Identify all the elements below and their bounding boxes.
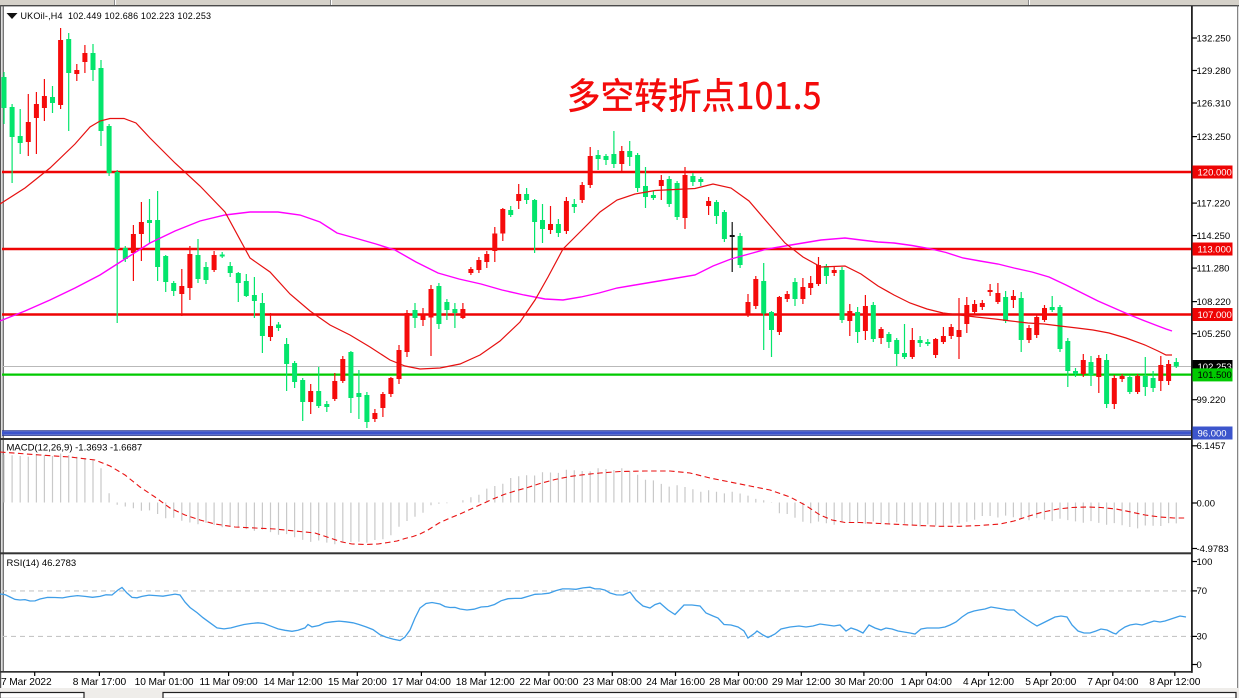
svg-text:99.220: 99.220 [1197,395,1226,406]
svg-text:24 Mar 16:00: 24 Mar 16:00 [646,677,705,688]
svg-text:5 Apr 20:00: 5 Apr 20:00 [1025,677,1076,688]
svg-text:96.000: 96.000 [1198,428,1227,439]
svg-text:1 Apr 04:00: 1 Apr 04:00 [901,677,952,688]
svg-text:114.250: 114.250 [1197,231,1231,242]
svg-text:10 Mar 01:00: 10 Mar 01:00 [135,677,194,688]
svg-text:7 Apr 04:00: 7 Apr 04:00 [1087,677,1138,688]
svg-text:0.00: 0.00 [1197,498,1216,509]
svg-text:4 Apr 12:00: 4 Apr 12:00 [963,677,1014,688]
svg-text:28 Mar 00:00: 28 Mar 00:00 [709,677,768,688]
svg-text:123.250: 123.250 [1197,132,1231,143]
svg-text:113.000: 113.000 [1198,244,1232,255]
svg-text:129.280: 129.280 [1197,66,1231,77]
svg-text:23 Mar 08:00: 23 Mar 08:00 [583,677,642,688]
svg-text:8 Apr 12:00: 8 Apr 12:00 [1149,677,1200,688]
svg-text:15 Mar 20:00: 15 Mar 20:00 [328,677,387,688]
svg-text:18 Mar 12:00: 18 Mar 12:00 [456,677,515,688]
svg-text:108.220: 108.220 [1197,297,1231,308]
svg-text:17 Mar 04:00: 17 Mar 04:00 [392,677,451,688]
svg-text:11 Mar 09:00: 11 Mar 09:00 [200,677,259,688]
svg-text:107.000: 107.000 [1198,310,1232,321]
svg-text:7 Mar 2022: 7 Mar 2022 [1,677,52,688]
svg-text:132.250: 132.250 [1197,33,1231,44]
svg-text:MACD(12,26,9) -1.3693 -1.6687: MACD(12,26,9) -1.3693 -1.6687 [7,443,143,454]
svg-text:14 Mar 12:00: 14 Mar 12:00 [264,677,323,688]
svg-text:120.000: 120.000 [1198,167,1232,178]
svg-text:0: 0 [1197,660,1202,671]
svg-text:111.280: 111.280 [1197,263,1230,274]
svg-text:30: 30 [1197,632,1208,643]
svg-text:105.250: 105.250 [1197,329,1231,340]
svg-text:6.1457: 6.1457 [1197,441,1226,452]
svg-text:8 Mar 17:00: 8 Mar 17:00 [73,677,127,688]
svg-text:-4.9783: -4.9783 [1197,544,1229,555]
svg-text:RSI(14) 46.2783: RSI(14) 46.2783 [7,558,77,569]
svg-text:30 Mar 20:00: 30 Mar 20:00 [834,677,893,688]
svg-text:29 Mar 12:00: 29 Mar 12:00 [772,677,831,688]
svg-text:101.500: 101.500 [1198,370,1232,381]
svg-text:117.220: 117.220 [1197,198,1231,209]
svg-text:UKOil-,H4 102.449 102.686 102: UKOil-,H4 102.449 102.686 102.223 102.25… [21,11,212,21]
svg-text:70: 70 [1197,586,1208,597]
svg-text:102.253: 102.253 [1198,362,1232,373]
svg-text:22 Mar 00:00: 22 Mar 00:00 [519,677,578,688]
svg-text:126.310: 126.310 [1197,98,1231,109]
svg-text:100: 100 [1197,557,1213,568]
